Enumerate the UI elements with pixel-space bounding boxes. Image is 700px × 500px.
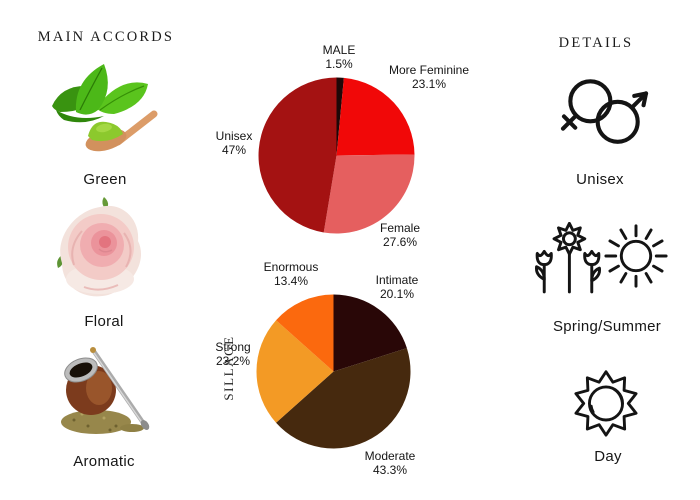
- details-label-day: Day: [594, 448, 622, 465]
- flowers-icon: [534, 222, 602, 294]
- accord-label-aromatic: Aromatic: [73, 453, 135, 470]
- day-sun-spikes: [574, 370, 638, 437]
- pie-label-unisex-name: Unisex: [215, 129, 253, 143]
- pie-label-strong-name: Strong: [215, 340, 251, 354]
- pie-label-enormous-name: Enormous: [263, 260, 319, 274]
- pie-label-enormous: Enormous 13.4%: [263, 260, 319, 288]
- right-tulip-leaf: [590, 266, 602, 283]
- day-sun-inner-arc-2: [590, 404, 595, 413]
- pie-slice-unisex: [258, 77, 337, 233]
- pie-label-more-feminine-name: More Feminine: [388, 63, 470, 77]
- pie-label-female-name: Female: [379, 221, 421, 235]
- unisex-gender-icon: [560, 79, 649, 144]
- sillage-pie-chart: [256, 294, 411, 449]
- pie-slice-intimate: [333, 294, 407, 372]
- pie-label-unisex-pct: 47%: [221, 142, 247, 157]
- pie-label-unisex: Unisex 47%: [215, 129, 253, 157]
- summer-sun-icon: [604, 224, 668, 288]
- male-arrow-head: [632, 91, 649, 108]
- pie-label-more-feminine: More Feminine 23.1%: [388, 63, 470, 91]
- pie-slice-female: [323, 154, 415, 234]
- pie-label-intimate-name: Intimate: [375, 273, 419, 287]
- details-heading: DETAILS: [558, 35, 634, 51]
- pie-label-intimate-pct: 20.1%: [379, 286, 415, 301]
- flower-center: [561, 231, 577, 247]
- gender-pie-chart: [258, 77, 415, 234]
- pie-label-male-pct: 1.5%: [325, 56, 353, 71]
- mate-gourd-image: [61, 347, 150, 434]
- details-label-unisex: Unisex: [576, 171, 624, 188]
- accord-label-floral: Floral: [84, 313, 124, 330]
- pie-label-female-pct: 27.6%: [382, 234, 418, 249]
- pie-slice-more-feminine: [336, 77, 415, 156]
- day-sun-icon: [574, 370, 638, 437]
- sillage-axis-title: SILLAGE: [221, 335, 236, 401]
- pie-label-more-feminine-pct: 23.1%: [411, 76, 447, 91]
- green-tea-image: [52, 64, 158, 152]
- pie-label-enormous-pct: 13.4%: [273, 273, 309, 288]
- female-cross-bar: [561, 114, 578, 130]
- pie-label-moderate-pct: 43.3%: [372, 462, 408, 477]
- pie-slice-male: [336, 77, 344, 156]
- rose-image: [57, 197, 142, 297]
- details-label-spring-summer: Spring/Summer: [552, 318, 662, 335]
- pie-slice-enormous: [276, 294, 334, 372]
- left-tulip: [535, 249, 553, 267]
- pie-slice-moderate: [276, 348, 411, 449]
- pie-label-intimate: Intimate 20.1%: [375, 273, 419, 301]
- main-accords-heading: MAIN ACCORDS: [37, 29, 175, 45]
- right-tulip: [583, 249, 601, 267]
- pie-label-moderate-name: Moderate: [364, 449, 416, 463]
- sun-disc: [619, 239, 653, 273]
- accord-label-green: Green: [83, 171, 127, 188]
- pie-label-male-name: MALE: [322, 43, 356, 57]
- day-sun-inner-arc: [613, 388, 623, 406]
- pie-slice-strong: [256, 320, 334, 423]
- sun-rays: [604, 224, 668, 288]
- pie-label-moderate: Moderate 43.3%: [364, 449, 416, 477]
- pie-label-strong-pct: 23.2%: [215, 353, 251, 368]
- pie-label-female: Female 27.6%: [379, 221, 421, 249]
- male-circle: [595, 99, 640, 144]
- left-tulip-leaf: [534, 265, 546, 281]
- pie-label-male: MALE 1.5%: [322, 43, 356, 71]
- pie-label-strong: Strong 23.2%: [215, 340, 251, 368]
- flower-petals: [552, 222, 587, 256]
